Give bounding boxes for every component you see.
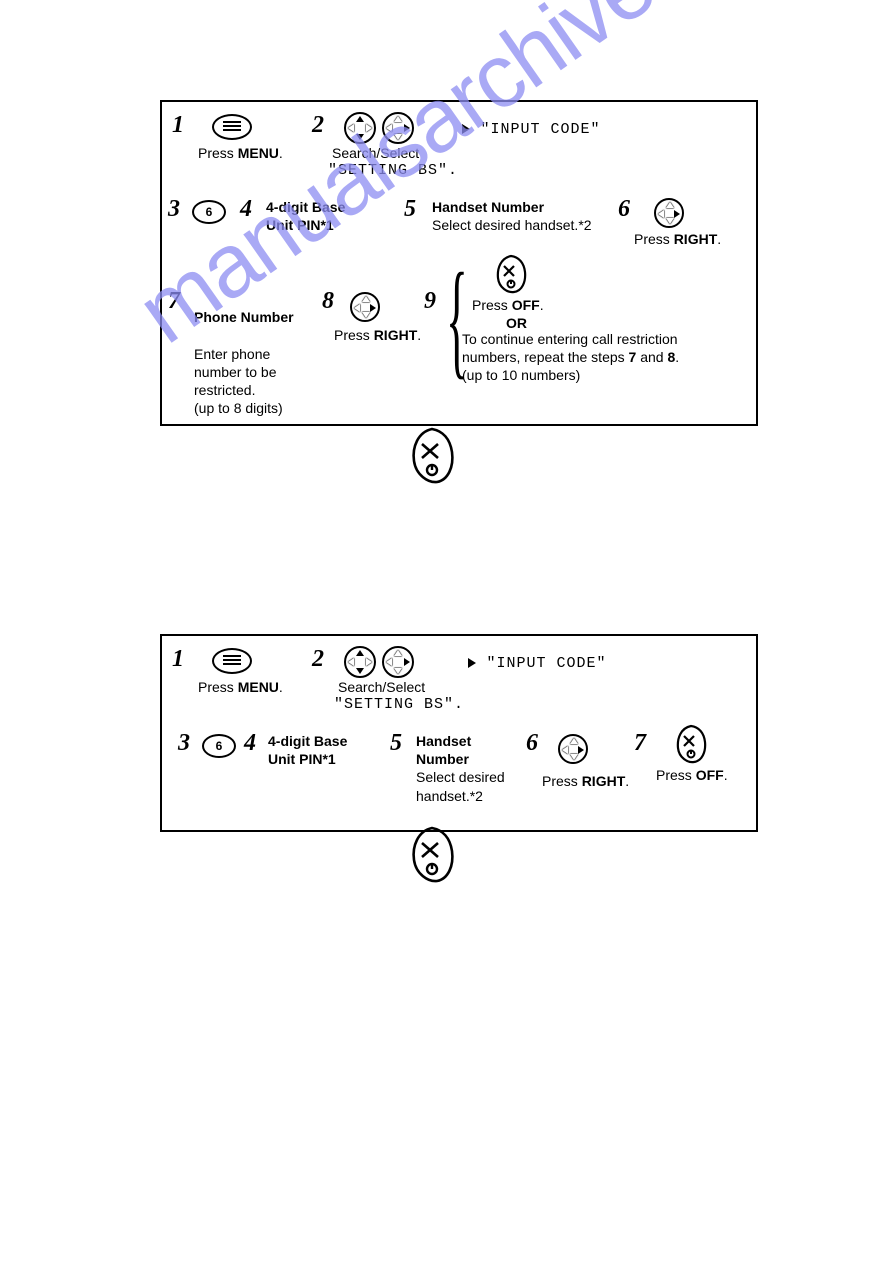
result-1-text: "INPUT CODE" xyxy=(480,121,600,138)
step-2-caption-l1: Search/Select xyxy=(332,145,419,161)
step-8-number: 8 xyxy=(322,288,334,315)
instruction-box-2: 1 Press MENU. 2 Search/Select "SETTING B… xyxy=(160,634,758,832)
step-3-number: 3 xyxy=(178,730,190,757)
step-9-off-pre: Press xyxy=(472,297,512,313)
step-6-number: 6 xyxy=(526,730,538,757)
step-9-cont2: (up to 10 numbers) xyxy=(462,367,580,383)
off-button-icon xyxy=(674,724,708,764)
step-2-number: 2 xyxy=(312,646,324,673)
step-2-caption-l2: "SETTING BS". xyxy=(334,696,464,713)
key-6-icon: 6 xyxy=(192,200,226,224)
step-2-number: 2 xyxy=(312,112,324,139)
step-6-caption-bold: RIGHT xyxy=(582,773,626,789)
dpad-up-down-icon xyxy=(344,646,376,678)
step-8-caption-pre: Press xyxy=(334,327,374,343)
step-1-caption-pre: Press xyxy=(198,679,238,695)
step-3-number: 3 xyxy=(168,196,180,223)
step-2-caption-l2: "SETTING BS". xyxy=(328,162,458,179)
result-1-text: "INPUT CODE" xyxy=(486,655,606,672)
step-4-number: 4 xyxy=(244,730,256,757)
step-4-title: 4-digit Base Unit PIN*1 xyxy=(266,199,345,233)
step-7-caption-post: . xyxy=(724,767,728,783)
step-9-number: 9 xyxy=(424,288,436,315)
step-6-caption-post: . xyxy=(625,773,629,789)
dpad-right-icon xyxy=(382,646,414,678)
dpad-right-icon xyxy=(558,734,588,764)
step-1-number: 1 xyxy=(172,646,184,673)
step-6-caption-pre: Press xyxy=(542,773,582,789)
step-7-number: 7 xyxy=(634,730,646,757)
step-1-caption-post: . xyxy=(279,145,283,161)
step-6-caption-bold: RIGHT xyxy=(674,231,718,247)
dpad-right-icon xyxy=(350,292,380,322)
step-6-caption-pre: Press xyxy=(634,231,674,247)
step-6-number: 6 xyxy=(618,196,630,223)
step-5-number: 5 xyxy=(404,196,416,223)
step-1-number: 1 xyxy=(172,112,184,139)
step-1-caption-post: . xyxy=(279,679,283,695)
step-1-caption-bold: MENU xyxy=(238,145,279,161)
step-7-title: Phone Number xyxy=(194,309,294,325)
step-8-caption-bold: RIGHT xyxy=(374,327,418,343)
dpad-right-icon xyxy=(382,112,414,144)
step-7-sub: Enter phone number to be restricted. (up… xyxy=(194,346,283,417)
off-button-icon-large xyxy=(408,826,456,884)
step-7-caption-bold: OFF xyxy=(696,767,724,783)
instruction-box-1: 1 Press MENU. 2 Search/Select "SETTING B… xyxy=(160,100,758,426)
off-button-icon xyxy=(494,254,528,294)
step-6-caption-post: . xyxy=(717,231,721,247)
step-7-caption-pre: Press xyxy=(656,767,696,783)
step-4-title: 4-digit Base Unit PIN*1 xyxy=(268,733,347,767)
menu-icon xyxy=(212,648,252,674)
step-5-number: 5 xyxy=(390,730,402,757)
step-9-off-post: . xyxy=(540,297,544,313)
menu-icon xyxy=(212,114,252,140)
dpad-up-down-icon xyxy=(344,112,376,144)
off-button-icon-large xyxy=(408,427,456,485)
step-5-title: Handset Number xyxy=(432,199,544,215)
key-6-icon: 6 xyxy=(202,734,236,758)
step-9-cont-mid: and xyxy=(636,349,667,365)
result-arrow-icon xyxy=(462,124,470,134)
step-1-caption-bold: MENU xyxy=(238,679,279,695)
result-arrow-icon xyxy=(468,658,476,668)
step-9-cont-post: . xyxy=(675,349,679,365)
step-5-sub: Select desired handset.*2 xyxy=(432,217,592,233)
step-5-title: Handset Number xyxy=(416,733,471,767)
step-2-caption-l1: Search/Select xyxy=(338,679,425,695)
step-7-number: 7 xyxy=(168,288,180,315)
step-9-off-bold: OFF xyxy=(512,297,540,313)
step-1-caption-pre: Press xyxy=(198,145,238,161)
step-8-caption-post: . xyxy=(417,327,421,343)
step-5-sub: Select desired handset.*2 xyxy=(416,769,505,803)
step-9-or: OR xyxy=(506,315,527,331)
dpad-right-icon xyxy=(654,198,684,228)
step-4-number: 4 xyxy=(240,196,252,223)
